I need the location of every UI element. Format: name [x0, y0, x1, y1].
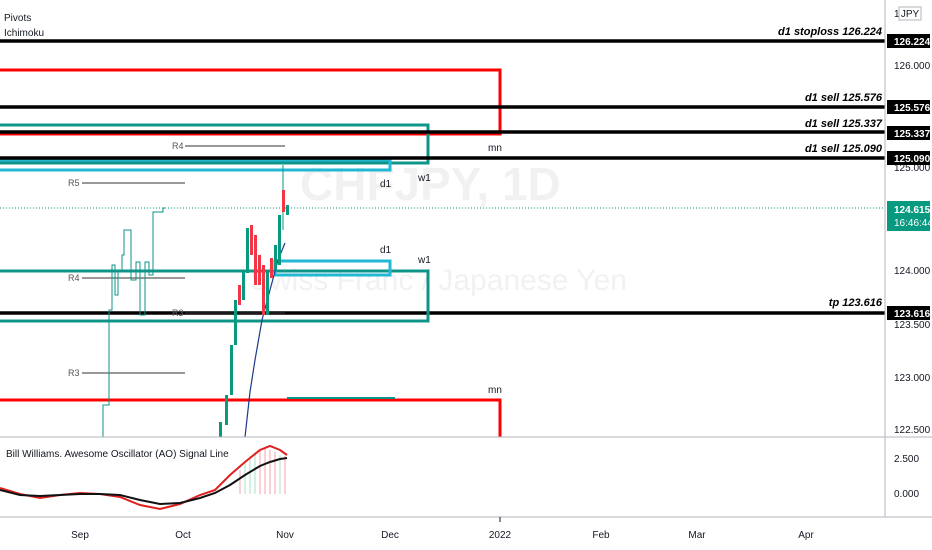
currency-badge[interactable] [898, 6, 922, 21]
candle [219, 422, 222, 437]
ichimoku-line [102, 207, 166, 437]
candle [282, 190, 285, 212]
price-box-sell-2-text: 125.337 [894, 129, 931, 140]
oscillator-title: Bill Williams. Awesome Oscillator (AO) S… [6, 449, 229, 460]
candle [266, 270, 269, 315]
price-box-tp [887, 306, 930, 320]
level-label-sell-1: d1 sell 125.576 [805, 92, 883, 104]
teal-zone-weekly-top[interactable] [0, 123, 430, 165]
price-box-sell-1 [887, 100, 930, 114]
indicator-ichimoku[interactable]: Ichimoku [4, 28, 44, 39]
osc-tick-0: 0.000 [894, 489, 919, 500]
pivot-label-r3-low: R3 [68, 368, 80, 378]
candle [242, 270, 245, 300]
zone-label-w1-mid: w1 [417, 255, 431, 266]
red-zone-monthly-top[interactable] [0, 68, 502, 136]
level-label-sell-2: d1 sell 125.337 [805, 118, 883, 130]
candle [278, 215, 281, 265]
current-price-tag [887, 201, 930, 231]
price-tick-124: 124.000 [894, 266, 931, 277]
price-tick-126: 126.000 [894, 61, 931, 72]
level-label-tp: tp 123.616 [829, 297, 883, 309]
candle [234, 300, 237, 345]
pivot-label-r4-mid: R4 [68, 273, 80, 283]
candle [254, 235, 257, 285]
time-tick-feb: Feb [592, 530, 610, 541]
price-box-sell-3-text: 125.090 [894, 154, 931, 165]
price-tick-123: 123.000 [894, 373, 931, 384]
candle [258, 255, 261, 285]
zone-label-mn-bottom: mn [488, 385, 502, 396]
candle [270, 258, 273, 278]
zone-label-d1-mid: d1 [380, 245, 392, 256]
candles[interactable] [219, 165, 289, 437]
red-zone-monthly-bottom[interactable] [0, 398, 502, 437]
watermark-symbol: CHFJPY, 1D [300, 158, 561, 210]
time-tick-apr: Apr [798, 530, 814, 541]
teal-zone-weekly-mid[interactable] [0, 269, 430, 323]
time-tick-nov: Nov [276, 530, 294, 541]
pivot-label-r4-top: R4 [172, 141, 184, 151]
price-box-tp-text: 123.616 [894, 309, 931, 320]
oscillator-pane[interactable] [0, 438, 885, 516]
candle [274, 245, 277, 270]
time-tick-2022: 2022 [489, 530, 512, 541]
candle [250, 225, 253, 255]
main-pane[interactable] [0, 0, 885, 437]
current-price-text: 124.615 [894, 205, 931, 216]
time-tick-oct: Oct [175, 530, 191, 541]
price-tick-125: 125.000 [894, 163, 931, 174]
candle [286, 205, 289, 215]
price-box-sell-2 [887, 126, 930, 140]
candle [262, 265, 265, 315]
candle [246, 228, 249, 273]
watermark-description: Swiss Franc / Japanese Yen [250, 264, 627, 297]
pivot-label-r3-mid: R3 [172, 308, 184, 318]
level-label-stoploss: d1 stoploss 126.224 [778, 26, 882, 38]
cyan-zone-daily-top[interactable] [0, 158, 392, 172]
pivot-label-r5: R5 [68, 178, 80, 188]
time-tick-dec: Dec [381, 530, 399, 541]
zone-label-d1-top: d1 [380, 179, 392, 190]
level-label-sell-3: d1 sell 125.090 [805, 143, 883, 155]
indicator-pivots[interactable]: Pivots [4, 13, 31, 24]
time-tick-mar: Mar [688, 530, 706, 541]
candle [230, 345, 233, 395]
price-box-stoploss [887, 34, 930, 48]
price-box-sell-3 [887, 151, 930, 165]
osc-tick-2500: 2.500 [894, 454, 919, 465]
candle [238, 285, 241, 305]
candle [225, 395, 228, 425]
oscillator-signal-line [0, 457, 288, 506]
countdown-text: 16:46:44 [894, 218, 932, 229]
price-tick-1235: 123.500 [894, 320, 931, 331]
currency-label: JPY [901, 9, 920, 20]
oscillator-histogram [239, 449, 286, 494]
price-box-stoploss-text: 126.224 [894, 37, 931, 48]
price-box-sell-1-text: 125.576 [894, 103, 931, 114]
price-tick-1225: 122.500 [894, 425, 931, 436]
zone-label-w1-top: w1 [417, 173, 431, 184]
zone-label-mn-top: mn [488, 143, 502, 154]
time-tick-sep: Sep [71, 530, 89, 541]
